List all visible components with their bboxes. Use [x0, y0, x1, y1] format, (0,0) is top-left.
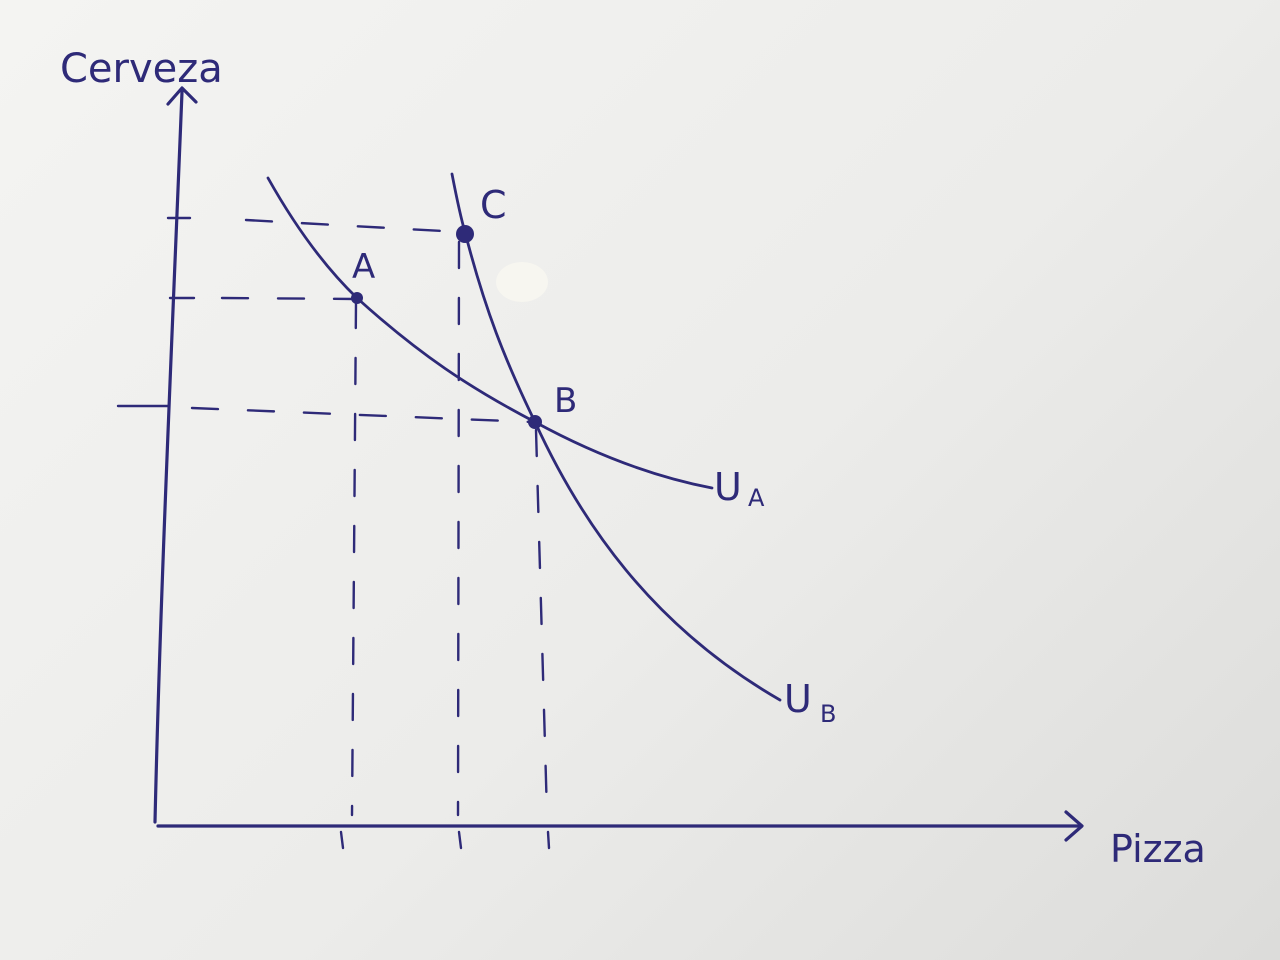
guide-c-vertical — [456, 240, 461, 817]
point-a-marker — [351, 292, 363, 304]
x-tick-a — [339, 830, 345, 850]
point-b: B — [528, 381, 577, 429]
guide-a-horizontal — [220, 296, 358, 301]
guide-lines — [190, 218, 549, 817]
svg-text:B: B — [820, 700, 836, 728]
point-c: C — [456, 183, 507, 243]
axes — [153, 86, 1084, 842]
svg-text:U: U — [784, 677, 812, 721]
y-ticks — [116, 216, 196, 408]
point-c-label: C — [480, 183, 507, 227]
point-b-marker — [528, 415, 542, 429]
curve-label-ub: U B — [784, 677, 836, 728]
svg-text:A: A — [748, 484, 765, 512]
curve-ub — [450, 172, 782, 702]
point-a: A — [351, 247, 375, 304]
point-a-label: A — [352, 247, 375, 287]
x-tick-b — [546, 830, 551, 850]
x-tick-c — [457, 830, 463, 850]
x-axis-label: Pizza — [1110, 827, 1206, 871]
guide-a-vertical — [350, 300, 358, 817]
y-axis-arrow — [166, 86, 198, 106]
guide-b-vertical — [534, 428, 549, 817]
point-b-label: B — [554, 381, 577, 421]
y-axis — [153, 90, 184, 824]
x-ticks — [339, 830, 551, 850]
svg-text:U: U — [714, 465, 742, 509]
curve-label-ua: U A — [714, 465, 765, 512]
curve-ua — [266, 176, 714, 490]
paper-smudge — [496, 262, 548, 302]
y-axis-label: Cerveza — [60, 46, 223, 92]
x-axis-arrow — [1064, 810, 1084, 842]
guide-c-horizontal — [244, 218, 462, 234]
point-c-marker — [456, 225, 474, 243]
guide-b-horizontal — [190, 406, 534, 424]
